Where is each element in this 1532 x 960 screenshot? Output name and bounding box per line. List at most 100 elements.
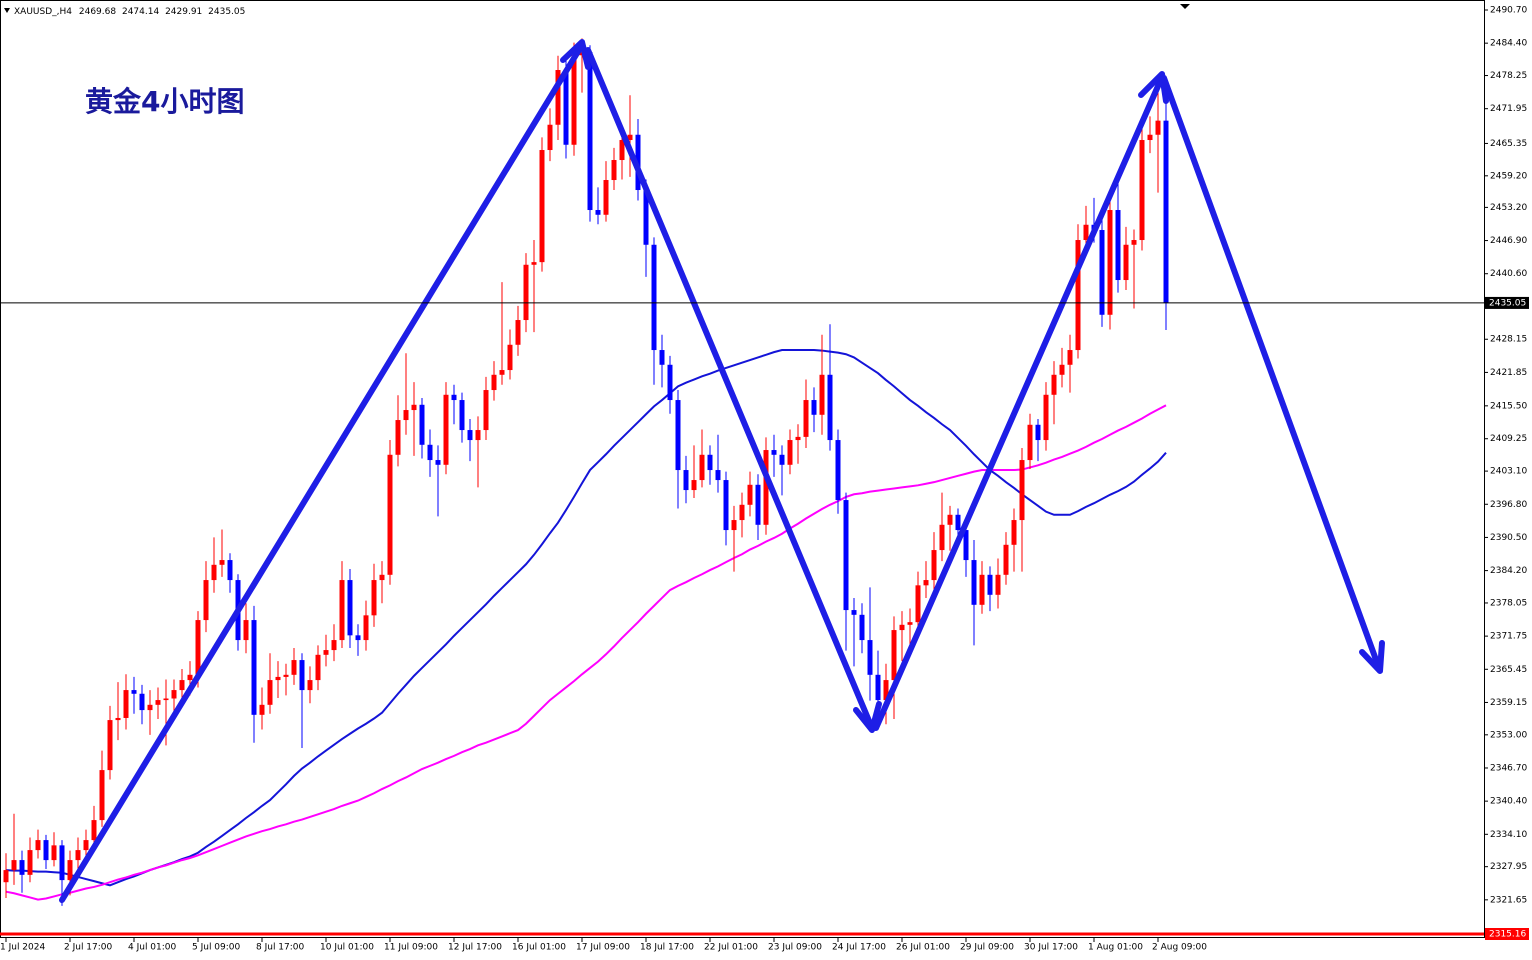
candle-body	[411, 404, 417, 411]
x-tick-label: 1 Aug 01:00	[1088, 943, 1143, 953]
y-tick-label: 2459.20	[1490, 171, 1527, 181]
candle-body	[1075, 240, 1081, 351]
candle-body	[1003, 544, 1009, 575]
x-tick-label: 5 Jul 09:00	[192, 943, 241, 953]
arrow-head	[560, 39, 591, 70]
header-info: XAUUSD_,H4 2469.68 2474.14 2429.91 2435.…	[14, 7, 245, 17]
candle-body	[723, 480, 729, 531]
plot-frame	[0, 0, 1485, 938]
y-tick-label: 2321.65	[1490, 895, 1527, 905]
candle-body	[35, 840, 41, 851]
candle-body	[779, 454, 785, 465]
candle-body	[691, 480, 697, 491]
candle-body	[667, 364, 673, 401]
candle-body	[851, 610, 857, 615]
low-value: 2429.91	[165, 7, 202, 17]
candle-body	[211, 564, 217, 581]
candle-body	[859, 614, 865, 641]
candle-body	[1139, 140, 1145, 241]
candle-body	[131, 690, 137, 694]
candle-body	[811, 400, 817, 415]
candle-body	[283, 674, 289, 677]
arrow-head	[1359, 640, 1385, 674]
moving-average-line	[5, 404, 1167, 901]
candle-body	[443, 394, 449, 465]
arrow-line	[585, 47, 875, 731]
candle-body	[835, 440, 841, 501]
x-tick-label: 29 Jul 09:00	[960, 943, 1014, 953]
candle-body	[891, 630, 897, 681]
x-tick-label: 22 Jul 01:00	[704, 943, 758, 953]
candle-body	[195, 620, 201, 675]
candle-body	[875, 674, 881, 701]
candle-body	[987, 574, 993, 595]
x-tick-label: 26 Jul 01:00	[896, 943, 950, 953]
candle-body	[299, 660, 305, 691]
candle-body	[683, 470, 689, 491]
y-tick-label: 2478.25	[1490, 71, 1527, 81]
y-tick-label: 2365.45	[1490, 665, 1527, 675]
candle-body	[803, 400, 809, 437]
candle-body	[1147, 134, 1153, 141]
candle-body	[947, 514, 953, 525]
candle-body	[507, 344, 513, 371]
annotation-arrows	[59, 39, 1385, 903]
candle-body	[995, 574, 1001, 595]
candle-body	[27, 850, 33, 875]
candle-body	[99, 770, 105, 821]
candle-body	[163, 698, 169, 701]
candle-body	[707, 454, 713, 471]
candle-body	[675, 400, 681, 471]
y-tick-label: 2409.25	[1490, 434, 1527, 444]
candle-body	[923, 580, 929, 586]
y-tick-label: 2440.60	[1490, 269, 1527, 279]
candle-body	[491, 374, 497, 391]
candle-body	[915, 585, 921, 623]
candle-body	[651, 244, 657, 351]
moving-averages	[5, 349, 1167, 901]
y-tick-label: 2340.40	[1490, 797, 1527, 807]
candle-body	[643, 190, 649, 245]
candle-body	[763, 450, 769, 525]
candle-body	[355, 635, 361, 641]
shift-marker	[1180, 4, 1190, 9]
y-tick-label: 2327.95	[1490, 862, 1527, 872]
candle-body	[323, 650, 329, 655]
y-tick-label: 2396.80	[1490, 500, 1527, 510]
candle-body	[883, 680, 889, 701]
candle-body	[1027, 424, 1033, 461]
x-tick-label: 30 Jul 17:00	[1024, 943, 1078, 953]
x-tick-label: 8 Jul 17:00	[256, 943, 305, 953]
candle-body	[435, 460, 441, 465]
candle-body	[547, 124, 553, 151]
candle-body	[571, 55, 577, 145]
candle-body	[371, 580, 377, 616]
y-tick-label: 2471.95	[1490, 104, 1527, 114]
x-tick-label: 10 Jul 01:00	[320, 943, 374, 953]
candle-body	[1115, 210, 1121, 281]
x-tick-label: 18 Jul 17:00	[640, 943, 694, 953]
arrow-line	[1161, 75, 1382, 671]
y-tick-label: 2334.10	[1490, 830, 1527, 840]
arrow-head	[1138, 71, 1169, 104]
candle-body	[619, 140, 625, 161]
candle-body	[139, 693, 145, 711]
candle-body	[339, 580, 345, 641]
candle-body	[747, 484, 753, 505]
candle-body	[787, 440, 793, 465]
candle-body	[259, 704, 265, 715]
x-tick-label: 12 Jul 17:00	[448, 943, 502, 953]
candle-body	[43, 840, 49, 861]
candle-body	[275, 676, 281, 681]
y-tick-label: 2359.15	[1490, 698, 1527, 708]
candle-body	[75, 850, 81, 861]
candle-body	[395, 420, 401, 455]
candle-body	[171, 690, 177, 699]
x-tick-label: 11 Jul 09:00	[384, 943, 438, 953]
candle-body	[387, 454, 393, 575]
candle-body	[419, 404, 425, 445]
candle-body	[1043, 394, 1049, 441]
candle-body	[755, 484, 761, 525]
